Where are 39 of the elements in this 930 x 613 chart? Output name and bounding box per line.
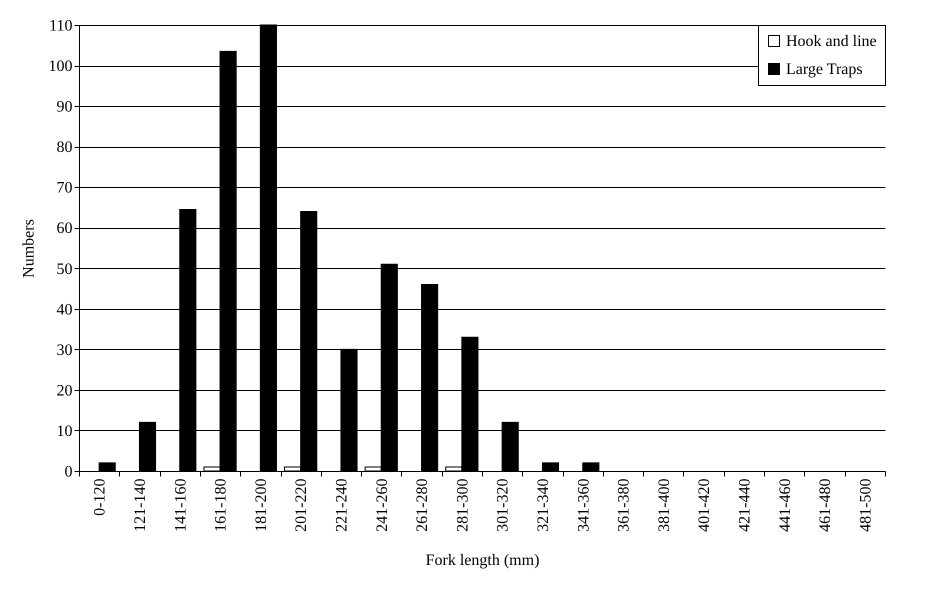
x-tick-label: 461-480 bbox=[817, 478, 834, 532]
bar bbox=[542, 462, 560, 472]
x-tick-label: 261-280 bbox=[414, 478, 432, 532]
y-tick-label: 100 bbox=[48, 58, 72, 76]
x-tick-label: 281-300 bbox=[454, 478, 472, 532]
x-tick-label: 121-140 bbox=[132, 478, 149, 532]
y-tick-label: 40 bbox=[56, 301, 72, 318]
x-tick-label: 241-260 bbox=[374, 478, 391, 532]
x-tick-label: 141-160 bbox=[172, 478, 190, 532]
x-tick-label: 421-440 bbox=[736, 478, 754, 532]
y-tick-label: 20 bbox=[56, 382, 72, 400]
y-tick-label: 60 bbox=[56, 220, 72, 238]
x-tick-label: 321-340 bbox=[534, 478, 552, 532]
y-axis-title: Numbers bbox=[20, 219, 38, 278]
x-tick-label: 341-360 bbox=[575, 478, 592, 532]
y-tick-label: 50 bbox=[56, 260, 72, 278]
legend-label: Hook and line bbox=[786, 33, 877, 50]
y-tick-label: 70 bbox=[56, 180, 72, 197]
y-tick-label: 0 bbox=[64, 464, 72, 480]
x-tick-label: 381-400 bbox=[656, 478, 673, 532]
x-tick-label: 301-320 bbox=[494, 478, 512, 532]
x-tick-label: 401-420 bbox=[696, 478, 714, 532]
x-tick-label: 201-220 bbox=[293, 478, 310, 532]
x-tick-label: 0-120 bbox=[92, 478, 109, 516]
x-tick-label: 441-460 bbox=[776, 478, 794, 532]
x-tick-label: 361-380 bbox=[616, 478, 633, 532]
y-tick-label: 30 bbox=[56, 342, 72, 359]
x-tick-label: 221-240 bbox=[333, 478, 350, 532]
x-tick-label: 181-200 bbox=[252, 478, 270, 532]
bar bbox=[582, 462, 600, 472]
x-tick-label: 481-500 bbox=[857, 478, 874, 532]
bar bbox=[98, 462, 116, 472]
x-tick-label: 161-180 bbox=[212, 478, 230, 532]
y-tick-label: 90 bbox=[56, 98, 72, 116]
y-tick-label: 80 bbox=[56, 139, 72, 156]
x-axis-title: Fork length (mm) bbox=[426, 552, 540, 569]
legend-label: Large Traps bbox=[786, 61, 863, 78]
y-tick-label: 10 bbox=[56, 422, 72, 440]
y-tick-label: 110 bbox=[49, 18, 72, 34]
